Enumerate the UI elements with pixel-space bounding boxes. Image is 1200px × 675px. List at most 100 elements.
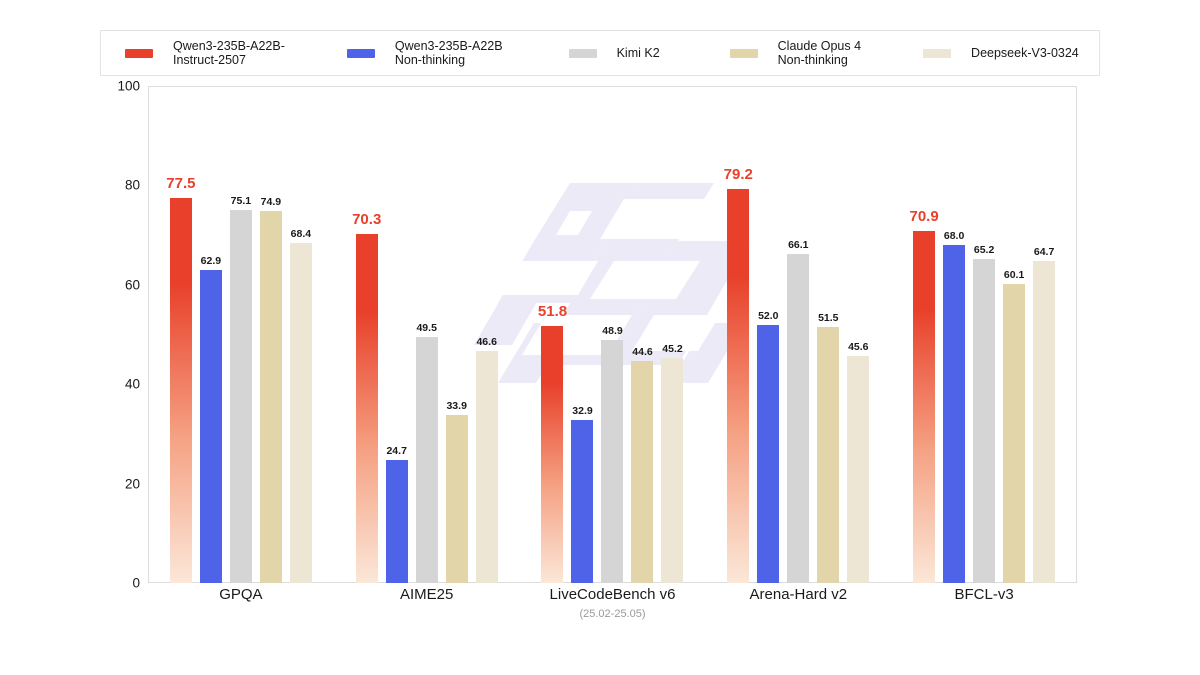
bar-rect	[1003, 284, 1026, 583]
legend-swatch-claude-opus-4	[729, 48, 758, 58]
bar-0-gpqa[interactable]: 77.5	[166, 86, 195, 583]
bar-value-label: 44.6	[632, 346, 653, 359]
x-axis: GPQA AIME25 LiveCodeBench v6 (25.02-25.05) A…	[148, 586, 1077, 646]
bar-value-label: 49.5	[416, 322, 437, 334]
bar-value-label: 74.9	[260, 195, 282, 208]
y-tick-label-80: 80	[124, 177, 140, 193]
bar-value-label: 75.1	[230, 194, 252, 207]
legend-item-1[interactable]: Qwen3-235B-A22B Non-thinking	[346, 39, 503, 67]
bar-rect	[289, 243, 312, 583]
bar-value-label: 70.9	[909, 207, 939, 225]
bar-rect	[571, 419, 594, 583]
bar-value-label: 68.4	[290, 228, 312, 241]
bar-3-arena-hard-v2[interactable]: 51.5	[817, 86, 840, 583]
bar-rect	[943, 245, 966, 583]
legend-item-4[interactable]: Deepseek-V3-0324	[923, 46, 1079, 60]
bar-3-gpqa[interactable]: 74.9	[259, 86, 282, 583]
legend-item-label: Claude Opus 4 Non-thinking	[777, 39, 862, 67]
legend-swatch-kimi-k2	[568, 48, 597, 58]
bar-value-label: 51.8	[537, 302, 568, 320]
bar-0-arena-hard-v2[interactable]: 79.2	[724, 86, 753, 583]
bar-rect	[259, 210, 282, 583]
bar-2-livecodebench-v6[interactable]: 48.9	[601, 86, 624, 583]
bar-rect	[475, 351, 498, 583]
bar-3-aime25[interactable]: 33.9	[445, 86, 468, 583]
bar-group-arena-hard-v2: 79.2 52.0 66.1 51.5 45.6	[705, 86, 891, 583]
bar-value-label: 79.2	[723, 166, 753, 184]
bar-1-bfcl-v3[interactable]: 68.0	[943, 86, 966, 583]
bar-value-label: 24.7	[386, 445, 407, 458]
y-tick-label-40: 40	[124, 376, 140, 392]
bar-0-bfcl-v3[interactable]: 70.9	[909, 86, 939, 583]
x-tick-aime25: AIME25	[400, 586, 453, 603]
bar-2-gpqa[interactable]: 75.1	[229, 86, 252, 583]
bar-rect	[355, 233, 378, 583]
y-tick-label-100: 100	[117, 78, 140, 94]
legend-item-3[interactable]: Claude Opus 4 Non-thinking	[729, 39, 862, 67]
bar-0-livecodebench-v6[interactable]: 51.8	[538, 86, 567, 583]
y-tick-label-0: 0	[132, 575, 140, 591]
y-tick-label-20: 20	[124, 476, 140, 492]
bar-value-label: 46.6	[476, 336, 497, 349]
bar-4-aime25[interactable]: 46.6	[475, 86, 498, 583]
x-tick-arena-hard-v2: Arena-Hard v2	[750, 586, 848, 603]
bar-2-aime25[interactable]: 49.5	[415, 86, 438, 583]
bar-0-aime25[interactable]: 70.3	[352, 86, 381, 583]
bar-value-label: 77.5	[166, 174, 196, 192]
bar-rect	[445, 414, 468, 583]
x-tick-label: Arena-Hard v2	[749, 586, 848, 603]
x-tick-label: LiveCodeBench v6	[549, 586, 676, 603]
bar-rect	[199, 270, 222, 583]
bar-value-label: 52.0	[758, 309, 779, 322]
legend-item-0[interactable]: Qwen3-235B-A22B- Instruct-2507	[125, 39, 285, 67]
legend-item-label: Qwen3-235B-A22B- Instruct-2507	[173, 39, 285, 67]
bar-4-bfcl-v3[interactable]: 64.7	[1033, 86, 1056, 583]
bar-rect	[415, 337, 438, 583]
y-axis: 0 20 40 60 80 100	[98, 79, 140, 591]
bar-value-label: 66.1	[788, 239, 809, 252]
bar-rect	[169, 197, 192, 583]
bar-3-bfcl-v3[interactable]: 60.1	[1003, 86, 1026, 583]
bar-rect	[847, 356, 870, 583]
bar-rect	[973, 258, 996, 583]
x-tick-livecodebench-v6: LiveCodeBench v6 (25.02-25.05)	[550, 586, 676, 620]
bar-group-aime25: 70.3 24.7 49.5 33.9 46.6	[334, 86, 520, 583]
bar-rect	[757, 324, 780, 583]
bar-rect	[913, 230, 936, 583]
bar-value-label: 33.9	[446, 399, 467, 412]
legend-item-label: Qwen3-235B-A22B Non-thinking	[394, 39, 503, 67]
bar-2-bfcl-v3[interactable]: 65.2	[973, 86, 996, 583]
x-tick-label: AIME25	[400, 586, 454, 603]
bar-groups-layer: 77.5 62.9 75.1 74.9 68.4 70.3 24.7 49.5 33.9 46.6…	[148, 86, 1077, 583]
x-tick-bfcl-v3: BFCL-v3	[955, 586, 1014, 603]
bar-value-label: 45.6	[848, 341, 869, 354]
bar-4-arena-hard-v2[interactable]: 45.6	[847, 86, 870, 583]
bar-value-label: 68.0	[943, 230, 965, 243]
bar-4-gpqa[interactable]: 68.4	[289, 86, 312, 583]
bar-value-label: 45.2	[662, 343, 683, 356]
chart-legend: Qwen3-235B-A22B- Instruct-2507 Qwen3-235B…	[100, 30, 1100, 76]
bar-rect	[601, 339, 624, 583]
bar-value-label: 48.9	[602, 324, 623, 337]
bar-1-aime25[interactable]: 24.7	[385, 86, 408, 583]
bar-1-livecodebench-v6[interactable]: 32.9	[571, 86, 594, 583]
bar-2-arena-hard-v2[interactable]: 66.1	[787, 86, 810, 583]
legend-item-label: Kimi K2	[616, 46, 660, 60]
bar-1-gpqa[interactable]: 62.9	[199, 86, 222, 583]
bar-rect	[661, 358, 684, 583]
bar-1-arena-hard-v2[interactable]: 52.0	[757, 86, 780, 583]
bar-rect	[631, 361, 654, 583]
bar-value-label: 32.9	[572, 404, 593, 417]
legend-item-2[interactable]: Kimi K2	[568, 46, 660, 60]
bar-group-bfcl-v3: 70.9 68.0 65.2 60.1 64.7	[891, 86, 1077, 583]
bar-rect	[787, 254, 810, 583]
bar-group-gpqa: 77.5 62.9 75.1 74.9 68.4	[148, 86, 334, 583]
bar-rect	[541, 325, 564, 583]
bar-3-livecodebench-v6[interactable]: 44.6	[631, 86, 654, 583]
bar-value-label: 51.5	[818, 312, 839, 325]
bar-rect	[727, 189, 750, 583]
x-tick-sublabel: (25.02-25.05)	[579, 608, 646, 620]
bar-value-label: 62.9	[200, 255, 222, 268]
bar-4-livecodebench-v6[interactable]: 45.2	[661, 86, 684, 583]
